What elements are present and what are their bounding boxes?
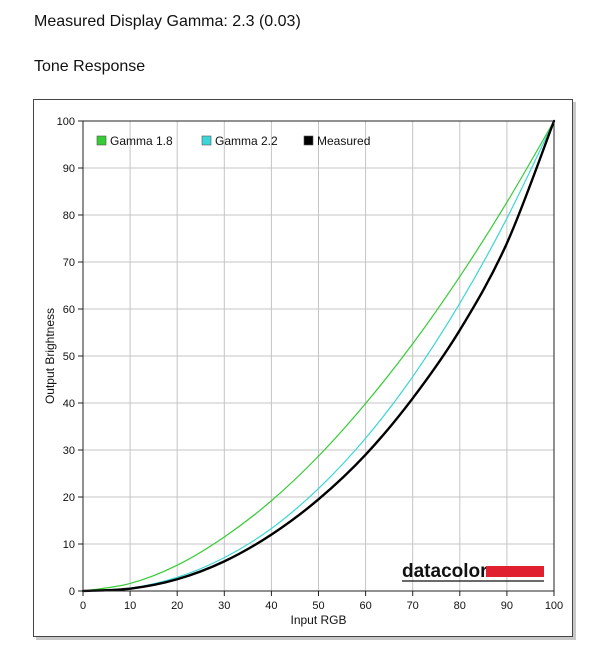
- x-tick-label-90: 90: [501, 600, 513, 612]
- x-tick-label-30: 30: [218, 600, 230, 612]
- x-tick-label-50: 50: [312, 600, 324, 612]
- legend-label-gamma-2-2: Gamma 2.2: [215, 134, 278, 148]
- y-tick-label-70: 70: [63, 257, 75, 269]
- datacolor-logo-text: datacolor: [402, 561, 488, 582]
- x-tick-label-60: 60: [359, 600, 371, 612]
- datacolor-logo-bar: [486, 566, 544, 577]
- y-tick-label-90: 90: [63, 163, 75, 175]
- y-tick-label-10: 10: [63, 539, 75, 551]
- y-tick-label-20: 20: [63, 492, 75, 504]
- x-tick-label-0: 0: [80, 600, 86, 612]
- y-tick-label-50: 50: [63, 351, 75, 363]
- series-line-gamma-2-2: [82, 120, 555, 592]
- x-tick-label-40: 40: [265, 600, 277, 612]
- datacolor-logo: datacolor: [402, 561, 544, 582]
- legend: Gamma 1.8 Gamma 2.2 Measured: [96, 134, 370, 148]
- x-tick-label-100: 100: [545, 600, 563, 612]
- y-tick-label-0: 0: [69, 586, 75, 598]
- y-tick-label-100: 100: [57, 116, 75, 128]
- series-line-gamma-1-8: [82, 120, 555, 592]
- y-tick-label-60: 60: [63, 304, 75, 316]
- legend-swatch-gamma-2-2: [201, 135, 212, 146]
- section-title: Tone Response: [34, 58, 146, 75]
- series-line-measured: [81, 119, 556, 593]
- x-tick-label-80: 80: [454, 600, 466, 612]
- legend-label-measured: Measured: [317, 134, 370, 148]
- legend-swatch-measured: [303, 135, 314, 146]
- page-title: Measured Display Gamma: 2.3 (0.03): [34, 13, 301, 30]
- series-lines: [81, 119, 556, 593]
- x-tick-label-10: 10: [124, 600, 136, 612]
- legend-label-gamma-1-8: Gamma 1.8: [110, 134, 173, 148]
- x-axis-title: Input RGB: [290, 613, 346, 627]
- legend-swatch-gamma-1-8: [96, 135, 107, 146]
- x-tick-label-20: 20: [171, 600, 183, 612]
- y-tick-label-30: 30: [63, 445, 75, 457]
- y-axis-title: Output Brightness: [43, 308, 57, 404]
- grid: [83, 121, 554, 591]
- chart-canvas: 0 10 20 30 40 50 60 70 80 90 100 0 10 20 30 40 50 60 70 80 9…: [43, 116, 564, 627]
- tone-response-chart: 0 10 20 30 40 50 60 70 80 90 100 0 10 20 30 40 50 60 70 80 9…: [33, 99, 573, 637]
- y-tick-label-40: 40: [63, 398, 75, 410]
- y-tick-label-80: 80: [63, 210, 75, 222]
- tick-labels: 0 10 20 30 40 50 60 70 80 90 100 0 10 20 30 40 50 60 70 80 9…: [57, 116, 564, 612]
- x-tick-label-70: 70: [407, 600, 419, 612]
